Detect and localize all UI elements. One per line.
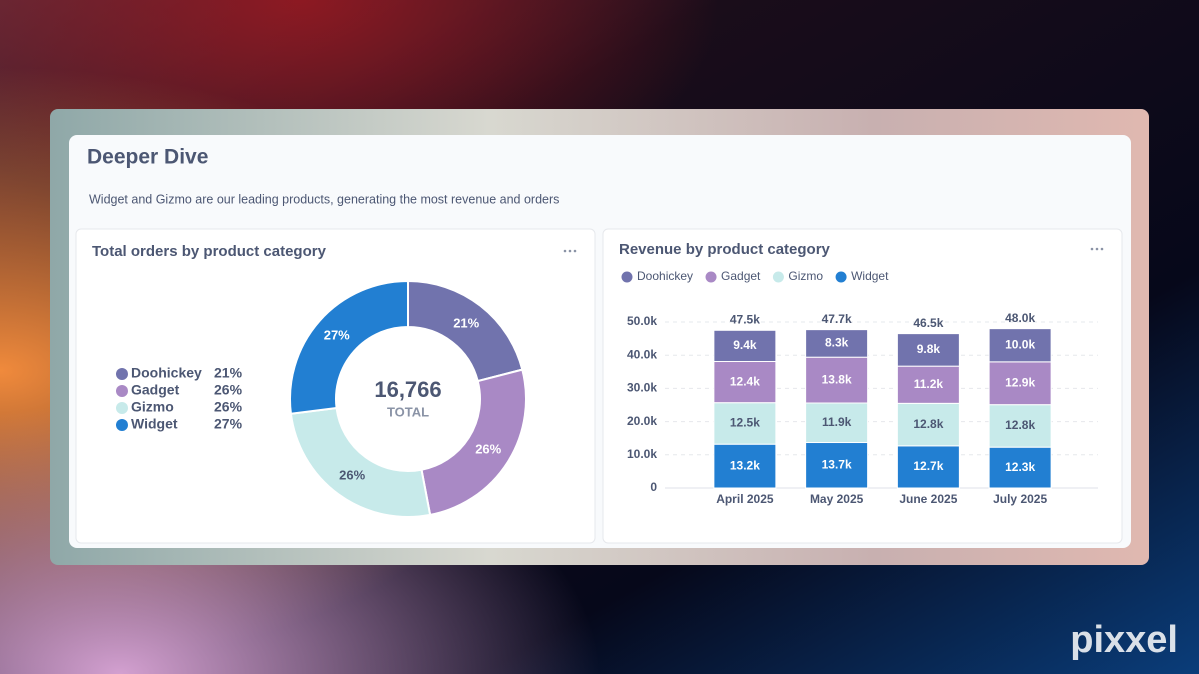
slice-label: 27% (324, 328, 350, 343)
more-menu[interactable] (1090, 247, 1104, 251)
bar-segment (713, 443, 777, 489)
legend-label: Doohickey (131, 365, 202, 381)
bar-segment (896, 402, 960, 447)
legend-marker (772, 271, 784, 283)
segment-label: 12.4k (730, 374, 760, 388)
bar-segment (805, 356, 869, 404)
bar-segment (713, 361, 777, 404)
legend-label: Widget (851, 269, 889, 283)
bar-segment (805, 402, 869, 444)
x-tick-label: July 2025 (993, 492, 1047, 506)
legend-label: Gizmo (131, 399, 174, 415)
donut-slice (289, 279, 409, 415)
segment-label: 8.3k (825, 336, 849, 350)
x-tick-label: May 2025 (810, 492, 864, 506)
bar-segment (896, 445, 960, 489)
y-tick-label: 0 (650, 480, 657, 494)
segment-label: 12.9k (1005, 375, 1035, 389)
segment-label: 12.3k (1005, 460, 1035, 474)
y-tick-label: 20.0k (627, 414, 657, 428)
legend-label: Widget (131, 416, 178, 432)
total-label: 47.5k (730, 312, 760, 326)
segment-label: 9.4k (733, 338, 757, 352)
legend-marker (116, 402, 128, 414)
legend-label: Gizmo (788, 269, 823, 283)
more-menu[interactable] (563, 249, 577, 253)
dashboard-subtitle: Widget and Gizmo are our leading product… (89, 192, 559, 206)
x-tick-label: June 2025 (899, 492, 957, 506)
legend-value: 21% (214, 365, 243, 381)
bar-segment (988, 404, 1052, 448)
legend-value: 27% (214, 416, 243, 432)
dashboard-title: Deeper Dive (87, 146, 208, 169)
total-value: 16,766 (374, 377, 441, 402)
legend-marker (705, 271, 717, 283)
slice-label: 26% (339, 467, 365, 482)
legend-marker (621, 271, 633, 283)
segment-label: 11.9k (822, 415, 852, 429)
y-tick-label: 40.0k (627, 347, 657, 361)
card-title: Total orders by product category (92, 243, 327, 260)
segment-label: 11.2k (914, 377, 944, 391)
bar-segment (805, 329, 869, 358)
bar-segment (713, 329, 777, 363)
y-tick-label: 10.0k (627, 447, 657, 461)
bar-segment (988, 361, 1052, 406)
segment-label: 12.7k (913, 459, 943, 473)
segment-label: 12.8k (1005, 418, 1035, 432)
bar-segment (896, 333, 960, 367)
watermark: pixxel (1070, 619, 1178, 661)
total-label: 46.5k (913, 316, 943, 330)
legend-value: 26% (214, 382, 243, 398)
total-label: 48.0k (1005, 311, 1035, 325)
segment-label: 13.2k (730, 458, 760, 472)
segment-label: 12.8k (913, 417, 943, 431)
legend-value: 26% (214, 399, 243, 415)
legend-label: Gadget (721, 269, 761, 283)
segment-label: 9.8k (917, 342, 941, 356)
legend-marker (116, 419, 128, 431)
segment-label: 12.5k (730, 416, 760, 430)
donut-slice (289, 406, 432, 518)
legend-marker (116, 368, 128, 380)
bar-segment (805, 442, 869, 489)
legend-marker (835, 271, 847, 283)
segment-label: 13.7k (822, 457, 852, 471)
legend-label: Doohickey (637, 269, 693, 283)
bar-segment (988, 328, 1052, 363)
bar-segment (896, 365, 960, 404)
segment-label: 10.0k (1005, 337, 1035, 351)
legend-marker (116, 385, 128, 397)
total-label: 47.7k (822, 312, 852, 326)
slice-label: 26% (475, 441, 501, 456)
donut-slice (420, 368, 527, 517)
y-tick-label: 50.0k (627, 314, 657, 328)
slice-label: 21% (453, 315, 479, 330)
x-tick-label: April 2025 (716, 492, 774, 506)
segment-label: 13.8k (822, 372, 852, 386)
total-caption: TOTAL (387, 404, 429, 419)
bar-segment (988, 446, 1052, 489)
legend-label: Gadget (131, 382, 180, 398)
card-title: Revenue by product category (619, 241, 831, 258)
y-tick-label: 30.0k (627, 381, 657, 395)
bar-segment (713, 402, 777, 445)
